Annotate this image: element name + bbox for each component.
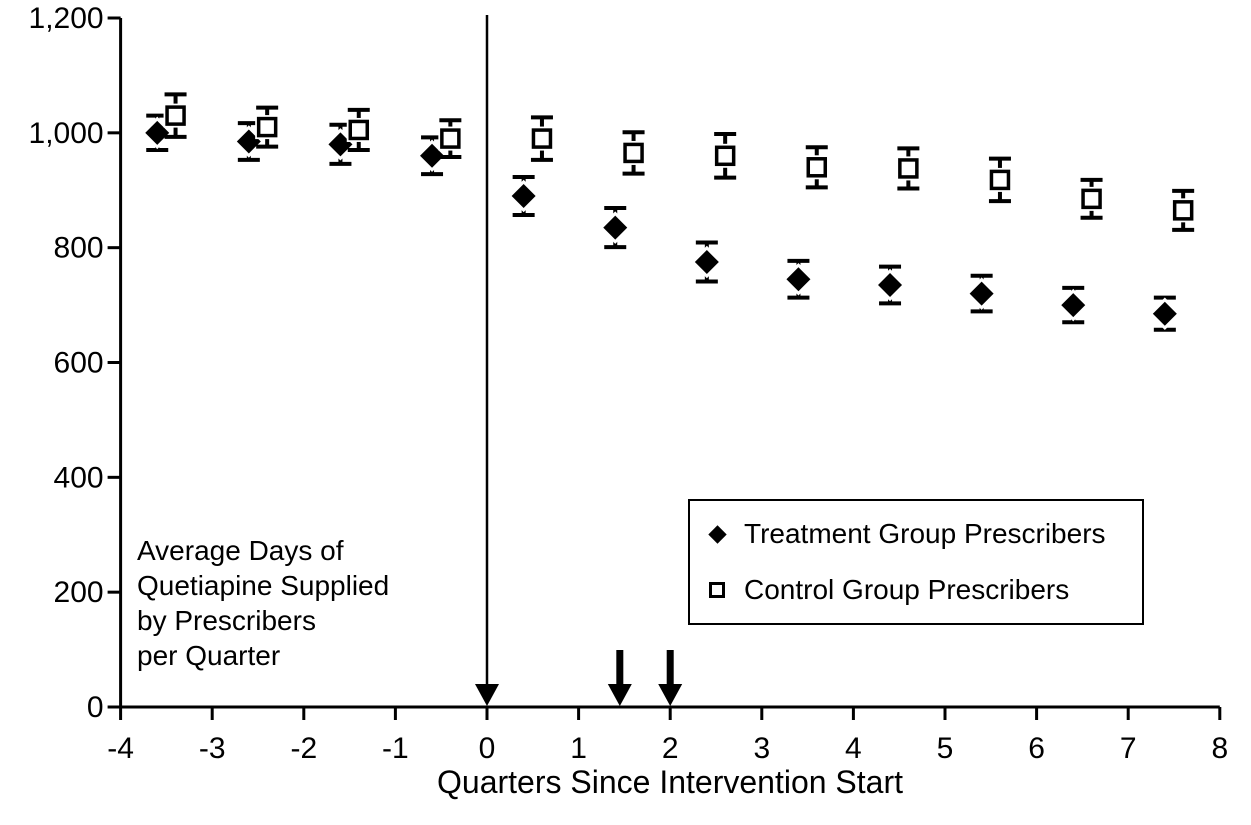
- treatment-point: [873, 264, 907, 306]
- x-tick-label: 7: [1120, 732, 1137, 765]
- control-point: [163, 92, 188, 139]
- control-point: [621, 130, 646, 176]
- legend-label-control: Control Group Prescribers: [744, 574, 1070, 605]
- legend-label-treatment: Treatment Group Prescribers: [744, 518, 1106, 549]
- y-tick-label: 400: [54, 461, 104, 494]
- open-square-marker: [440, 128, 461, 149]
- treatment-point: [1056, 285, 1090, 325]
- x-tick-label: -4: [107, 732, 134, 765]
- control-point: [255, 105, 280, 149]
- control-point: [987, 156, 1012, 204]
- treatment-point: [507, 175, 540, 217]
- treatment-point: [598, 206, 632, 250]
- y-tick-label: 1,200: [29, 2, 104, 35]
- x-tick-label: 6: [1028, 732, 1045, 765]
- filled-diamond-marker: [236, 129, 261, 154]
- y-tick-label: 800: [54, 232, 104, 265]
- y-tick-label: 0: [87, 691, 104, 724]
- annotation-line: by Prescribers: [137, 605, 316, 636]
- y-axis-annotation: Average Days of Quetiapine Supplied by P…: [137, 533, 389, 673]
- y-tick-label: 600: [54, 347, 104, 380]
- open-square-marker: [256, 116, 278, 138]
- open-square-marker: [989, 169, 1011, 191]
- treatment-point: [1148, 295, 1182, 332]
- annotation-line: Average Days of: [137, 535, 344, 566]
- treatment-point: [965, 273, 998, 314]
- open-square-marker: [714, 145, 736, 167]
- control-point: [896, 146, 921, 191]
- legend-item-treatment: Treatment Group Prescribers: [705, 518, 1142, 550]
- x-tick-label: 5: [937, 732, 954, 765]
- x-tick-label: -1: [382, 732, 409, 765]
- control-point: [1079, 177, 1104, 220]
- down-arrow-head: [607, 684, 632, 706]
- control-point: [529, 115, 554, 162]
- x-tick-label: 0: [479, 732, 496, 765]
- annotation-line: Quetiapine Supplied: [137, 570, 390, 601]
- x-tick-label: 4: [845, 732, 862, 765]
- filled-diamond-marker: [694, 250, 719, 275]
- x-tick-label: 2: [662, 732, 679, 765]
- treatment-point: [782, 258, 815, 300]
- control-point: [713, 131, 738, 180]
- filled-diamond-marker: [511, 183, 536, 208]
- down-arrow-icon: [607, 650, 632, 706]
- filled-diamond-icon: [707, 524, 727, 544]
- x-tick-label: -3: [199, 732, 226, 765]
- x-tick-label: 1: [570, 732, 587, 765]
- open-square-marker: [165, 105, 186, 126]
- filled-diamond-marker: [603, 215, 628, 240]
- open-square-marker: [806, 157, 828, 178]
- open-square-marker: [531, 128, 553, 149]
- open-square-marker: [1172, 200, 1194, 221]
- filled-diamond-marker: [145, 120, 170, 145]
- down-arrow-head: [658, 684, 683, 706]
- open-square-icon: [709, 582, 725, 598]
- open-square-marker: [1081, 188, 1102, 210]
- treatment-point: [140, 113, 174, 153]
- control-point: [346, 107, 371, 153]
- x-tick-label: 8: [1211, 732, 1228, 765]
- filled-diamond-marker: [1152, 301, 1177, 326]
- control-point: [438, 118, 463, 159]
- filled-diamond-marker: [786, 267, 811, 292]
- open-square-marker: [623, 142, 644, 164]
- x-tick-label: 3: [753, 732, 770, 765]
- filled-diamond-marker: [1061, 293, 1086, 318]
- legend: Treatment Group Prescribers Control Grou…: [688, 499, 1144, 625]
- y-tick-label: 200: [54, 576, 104, 609]
- x-axis-title: Quarters Since Intervention Start: [437, 764, 903, 800]
- x-tick-label: -2: [290, 732, 317, 765]
- y-tick-label: 1,000: [29, 117, 104, 150]
- control-point: [804, 145, 829, 190]
- intervention-arrowhead-icon: [475, 684, 499, 706]
- filled-diamond-marker: [969, 281, 994, 306]
- legend-item-control: Control Group Prescribers: [705, 574, 1142, 606]
- filled-diamond-marker: [420, 143, 445, 168]
- annotation-line: per Quarter: [137, 640, 281, 671]
- filled-diamond-marker: [878, 272, 903, 297]
- marker-box: [705, 524, 729, 544]
- down-arrow-icon: [658, 650, 683, 706]
- treatment-point: [324, 122, 357, 166]
- open-square-marker: [898, 158, 919, 179]
- control-point: [1171, 188, 1196, 232]
- open-square-marker: [348, 119, 370, 141]
- marker-box: [705, 582, 729, 598]
- filled-diamond-marker: [328, 132, 353, 157]
- treatment-point: [690, 240, 724, 284]
